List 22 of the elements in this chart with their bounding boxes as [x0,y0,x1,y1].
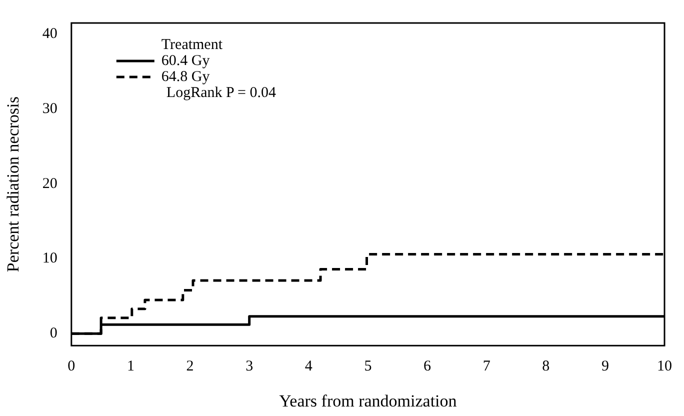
x-tick-label: 7 [482,358,491,375]
x-axis-title: Years from randomization [279,391,458,410]
y-tick-label: 0 [50,326,58,342]
y-axis-title: Percent radiation necrosis [4,96,23,272]
x-tick-label: 0 [68,358,76,375]
y-tick-label: 20 [42,176,58,192]
x-tick-label: 2 [186,358,194,375]
y-tick-label: 10 [42,250,58,267]
y-tick-label: 40 [42,26,58,42]
legend-title: Treatment [161,36,224,53]
x-tick-label: 4 [304,358,313,375]
annotation: LogRank P = 0.04 [166,84,276,101]
x-tick-label: 5 [364,358,372,375]
legend-label: 60.4 Gy [161,52,210,69]
x-tick-label: 1 [126,358,134,375]
x-tick-label: 6 [424,358,432,375]
x-tick-label: 9 [601,358,609,375]
legend-label: 64.8 Gy [161,68,210,85]
x-tick-label: 8 [542,358,550,375]
y-tick-label: 30 [42,101,58,118]
x-tick-label: 10 [657,358,672,375]
x-tick-label: 3 [246,358,254,375]
